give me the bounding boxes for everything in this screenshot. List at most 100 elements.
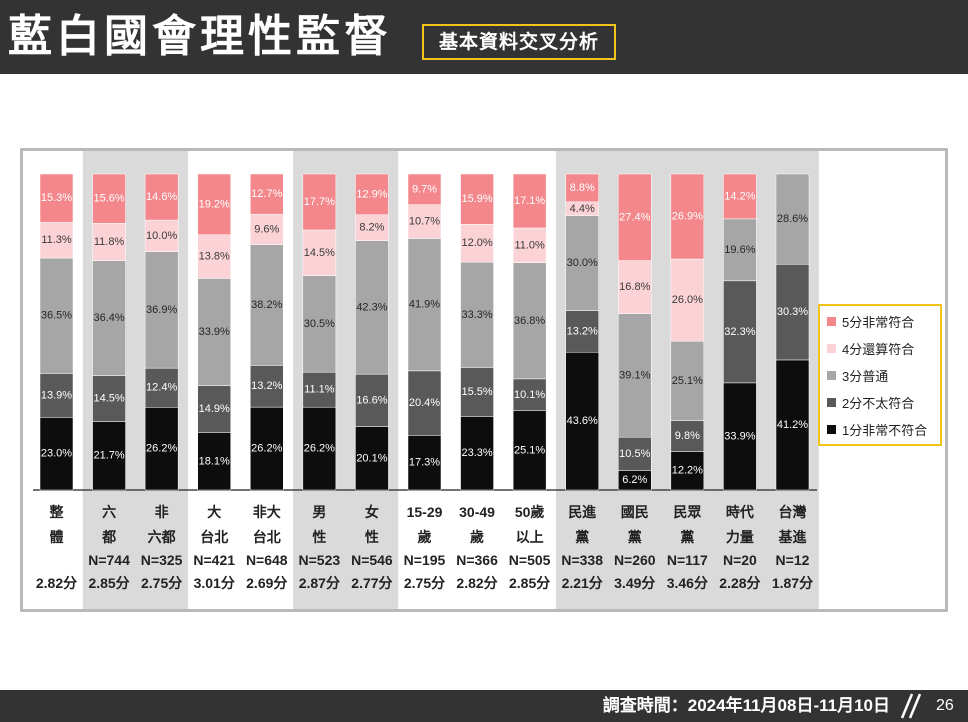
bar-segment-level-2: [197, 385, 231, 433]
category-label: 國民: [621, 504, 649, 520]
category-label: 歲: [470, 529, 484, 545]
bar-segment-level-5: [144, 173, 179, 221]
data-label: 33.3%: [461, 309, 492, 321]
data-label: 12.0%: [461, 237, 492, 249]
legend-item: 5分非常符合: [827, 308, 940, 335]
category-label: 整: [49, 504, 65, 520]
bar-segment-level-2: [565, 310, 599, 353]
chart-legend: 5分非常符合 4分還算符合 3分普通 2分不太符合 1分非常不符合: [818, 304, 942, 446]
bar-segment-level-3: [512, 262, 547, 380]
data-label: 16.8%: [619, 281, 650, 293]
data-label: 15.9%: [461, 193, 492, 205]
stacked-bar-chart: 23.0% 13.9% 36.5% 11.3% 15.3% 整體 2.82分 21.7% 14.…: [33, 151, 819, 609]
data-label: 8.2%: [359, 222, 384, 234]
category-label: 以上: [516, 529, 544, 545]
data-label: 25.1%: [514, 444, 545, 456]
legend-swatch: [827, 317, 836, 326]
category-mean-score: 2.75分: [141, 575, 182, 591]
category-sample-size: N=12: [776, 552, 810, 568]
bar-segment-level-5: [618, 173, 652, 261]
bar-segment-level-4: [670, 258, 705, 342]
legend-swatch: [827, 398, 836, 407]
category-label: 民進: [568, 504, 596, 520]
category-mean-score: 2.85分: [88, 575, 129, 591]
data-label: 12.9%: [356, 188, 387, 200]
bar-segment-level-1: [460, 416, 494, 491]
data-label: 13.2%: [251, 380, 282, 392]
bar-segment-level-5: [512, 173, 547, 229]
category-label: 非: [155, 504, 169, 520]
bar-segment-level-1: [197, 432, 231, 491]
bar-segment-level-5: [670, 173, 705, 260]
slide-title: 藍白國會理性監督: [8, 11, 392, 62]
data-label: 30.5%: [304, 318, 335, 330]
data-label: 39.1%: [619, 369, 650, 381]
bar-segment-level-1: [144, 407, 179, 491]
category-mean-score: 2.82分: [456, 575, 497, 591]
data-label: 9.7%: [412, 183, 437, 195]
legend-label: 5分非常符合: [842, 315, 915, 330]
data-label: 17.1%: [514, 195, 545, 207]
bar-segment-level-2: [723, 280, 757, 384]
data-label: 26.2%: [146, 443, 177, 455]
category-label: 台北: [253, 529, 281, 545]
data-label: 10.1%: [514, 389, 545, 401]
bar-segment-level-2: [39, 373, 74, 418]
bar-segment-level-2: [355, 373, 389, 427]
bar-segment-level-5: [39, 173, 74, 223]
bar-segment-level-2: [775, 264, 810, 361]
bar-segment-level-1: [775, 359, 810, 491]
bar-segment-level-2: [302, 371, 337, 408]
data-label: 20.4%: [409, 397, 440, 409]
bar-segment-level-3: [250, 244, 284, 366]
data-label: 43.6%: [567, 415, 598, 427]
data-label: 13.2%: [567, 325, 598, 337]
bar-segment-level-4: [618, 260, 652, 314]
legend-label: 3分普通: [842, 369, 889, 384]
bar-segment-level-3: [92, 260, 126, 376]
category-sample-size: N=744: [88, 552, 130, 568]
legend-label: 4分還算符合: [842, 342, 915, 357]
data-label: 12.2%: [672, 465, 703, 477]
data-label: 26.9%: [672, 211, 703, 223]
data-label: 10.5%: [619, 448, 650, 460]
data-label: 23.0%: [41, 448, 72, 460]
data-label: 14.5%: [304, 247, 335, 259]
category-mean-score: 2.77分: [351, 575, 392, 591]
category-mean-score: 3.01分: [194, 575, 235, 591]
category-label: 性: [365, 529, 379, 545]
bar-segment-level-1: [407, 435, 442, 491]
bar-segment-level-2: [460, 367, 494, 417]
category-sample-size: N=195: [404, 552, 446, 568]
category-label: 時代: [726, 504, 754, 520]
data-label: 19.6%: [724, 244, 755, 256]
bar-segment-level-4: [460, 223, 494, 263]
legend-item: 1分非常不符合: [827, 416, 940, 443]
category-label: 15-29: [407, 504, 443, 520]
bar-segment-level-1: [565, 351, 599, 491]
legend-label: 1分非常不符合: [842, 423, 928, 438]
category-mean-score: 2.28分: [719, 575, 760, 591]
data-label: 33.9%: [724, 430, 755, 442]
bar-segment-level-5: [407, 173, 442, 205]
legend-item: 3分普通: [827, 362, 940, 389]
category-mean-score: 2.69分: [246, 575, 287, 591]
data-label: 19.2%: [199, 198, 230, 210]
bar-segment-level-1: [250, 406, 284, 491]
data-label: 12.7%: [251, 188, 282, 200]
data-label: 10.0%: [146, 230, 177, 242]
data-label: 14.2%: [724, 190, 755, 202]
bar-segment-level-5: [250, 173, 284, 215]
data-label: 42.3%: [356, 301, 387, 313]
data-label: 36.9%: [146, 304, 177, 316]
data-label: 41.9%: [409, 299, 440, 311]
bar-segment-level-4: [302, 229, 337, 277]
legend-item: 4分還算符合: [827, 335, 940, 362]
bar-segment-level-4: [512, 227, 547, 263]
category-label: 六: [102, 504, 116, 520]
bar-segment-level-2: [670, 420, 705, 452]
data-label: 21.7%: [93, 450, 124, 462]
category-sample-size: N=546: [351, 552, 393, 568]
category-sample-size: N=338: [561, 552, 603, 568]
